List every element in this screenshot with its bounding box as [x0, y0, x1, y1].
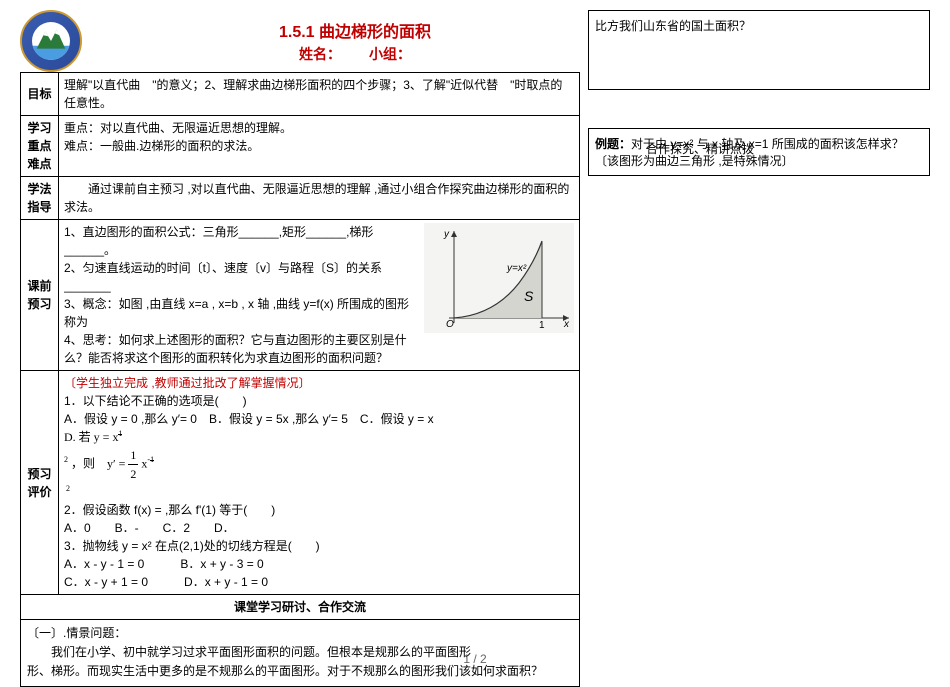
right-overlay-text: 合作探究、精讲点拨: [646, 140, 754, 157]
eval-q3-opts-b: C．x - y + 1 = 0 D．x + y - 1 = 0: [64, 573, 574, 591]
eval-instruction: 〔学生独立完成 ,教师通过批改了解掌握情况〕: [64, 374, 574, 392]
difficulty-line1: 重点：对以直代曲、无限逼近思想的理解。: [64, 119, 574, 137]
prereq-label: 课前预习: [21, 220, 59, 371]
eval-label: 预习评价: [21, 371, 59, 595]
x-axis-label: x: [563, 319, 570, 330]
page-number: 1 / 2: [463, 652, 486, 666]
example-box: 例题：对于由 y=x² 与 x 轴及 x=1 所围成的面积该怎样求？〔该图形为曲…: [588, 128, 930, 176]
method-label: 学法指导: [21, 177, 59, 220]
difficulty-text: 重点：对以直代曲、无限逼近思想的理解。 难点：一般曲.边梯形的面积的求法。: [59, 116, 580, 177]
prereq-cell: y=x² S O x y 1 1、直边图形的面积公式：三角形______,矩形_…: [59, 220, 580, 371]
prereq-4: 4、思考：如何求上述图形的面积？它与直边图形的主要区别是什么？能否将求这个图形的…: [64, 331, 574, 367]
right-question-text: 比方我们山东省的国土面积？: [595, 17, 923, 34]
difficulty-label: 学习重点难点: [21, 116, 59, 177]
eval-q1-d: D. 若 y = x12 ，则 y′ = 12 x-1 2: [64, 428, 574, 501]
right-question-box: 比方我们山东省的国土面积？: [588, 10, 930, 90]
section-title: 课堂学习研讨、合作交流: [21, 595, 580, 620]
eval-q3: 3．抛物线 y = x² 在点(2,1)处的切线方程是( ): [64, 537, 574, 555]
scenario-title: 〔一〕.情景问题：: [27, 624, 573, 643]
origin-label: O: [446, 319, 454, 330]
area-label: S: [524, 288, 534, 304]
scenario-block: 〔一〕.情景问题： 我们在小学、初中就学习过求平面图形面积的问题。但根本是规那么…: [20, 620, 580, 687]
eval-q1-opts: A．假设 y = 0 ,那么 y′= 0 B．假设 y = 5x ,那么 y′=…: [64, 410, 574, 428]
method-text: 通过课前自主预习 ,对以直代曲、无限逼近思想的理解 ,通过小组合作探究曲边梯形的…: [59, 177, 580, 220]
main-table: 目标 理解"以直代曲 "的意义；2、理解求曲边梯形面积的四个步骤；3、了解"近似…: [20, 72, 580, 620]
y-axis-label: y: [443, 229, 450, 240]
eval-q1: 1．以下结论不正确的选项是( ): [64, 392, 574, 410]
curve-label: y=x²: [506, 263, 527, 274]
eval-q2: 2．假设函数 f(x) = ,那么 f'(1) 等于( ): [64, 501, 574, 519]
goal-text: 理解"以直代曲 "的意义；2、理解求曲边梯形面积的四个步骤；3、了解"近似代替 …: [59, 73, 580, 116]
page-title: 1.5.1 曲边梯形的面积: [90, 18, 580, 42]
curve-graph: y=x² S O x y 1: [424, 223, 574, 333]
eval-q2-opts: A．0 B．- C．2 D．: [64, 519, 574, 537]
scenario-line1: 我们在小学、初中就学习过求平面图形面积的问题。但根本是规那么的平面图形: [27, 643, 573, 662]
x-one-label: 1: [539, 320, 545, 331]
goal-label: 目标: [21, 73, 59, 116]
logo-mountain-icon: [32, 22, 70, 60]
name-group-line: 姓名： 小组：: [90, 44, 580, 64]
eval-q3-opts-a: A．x - y - 1 = 0 B．x + y - 3 = 0: [64, 555, 574, 573]
difficulty-line2: 难点：一般曲.边梯形的面积的求法。: [64, 137, 574, 155]
school-logo: [20, 10, 82, 72]
eval-cell: 〔学生独立完成 ,教师通过批改了解掌握情况〕 1．以下结论不正确的选项是( ) …: [59, 371, 580, 595]
example-lead: 例题：: [595, 137, 631, 151]
